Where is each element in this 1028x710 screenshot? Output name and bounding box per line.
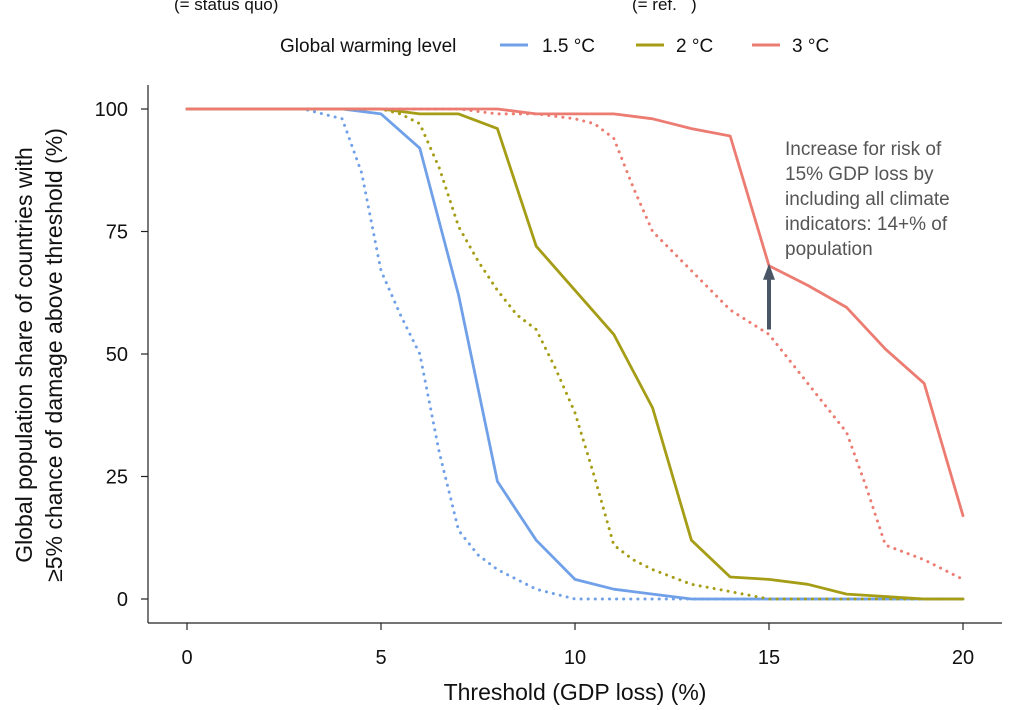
annotation-line-5: population [785,239,873,260]
annotation: Increase for risk of 15% GDP loss by inc… [763,139,950,330]
series-line-2-dotted [185,107,965,601]
annotation-arrowhead [763,263,775,280]
x-tick-label-0: 0 [181,647,192,669]
x-ticks: 0 5 10 15 20 [181,623,974,669]
legend-label-2: 2 °C [676,36,713,57]
y-tick-label-75: 75 [106,222,128,244]
series-layer [185,107,965,601]
annotation-line-1: Increase for risk of [785,139,942,160]
annotation-line-4: indicators: 14+% of [785,214,948,235]
series-line-3-dotted [185,107,965,581]
y-tick-label-100: 100 [95,99,128,121]
legend-title: Global warming level [280,36,456,57]
series-line-1p5-dotted [185,107,965,601]
legend-label-3: 3 °C [792,36,829,57]
annotation-line-3: including all climate [785,189,950,210]
x-tick-label-10: 10 [564,647,586,669]
x-axis-title: Threshold (GDP loss) (%) [444,679,707,705]
y-axis-title-line-1: Global population share of countries wit… [11,147,37,563]
y-tick-label-25: 25 [106,467,128,489]
annotation-line-2: 15% GDP loss by [785,164,934,185]
legend: Global warming level 1.5 °C 2 °C 3 °C [280,36,829,57]
y-tick-label-0: 0 [117,589,128,611]
y-tick-label-50: 50 [106,344,128,366]
top-note-ref: (= ref. ) [632,0,697,14]
y-axis-title-line-2: ≥5% chance of damage above threshold (%) [41,128,67,582]
x-tick-label-20: 20 [952,647,974,669]
x-tick-label-15: 15 [758,647,780,669]
x-tick-label-5: 5 [375,647,386,669]
legend-label-1p5: 1.5 °C [542,36,595,57]
y-ticks: 0 25 50 75 100 [95,99,148,611]
top-note-status-quo: (= status quo) [174,0,278,14]
